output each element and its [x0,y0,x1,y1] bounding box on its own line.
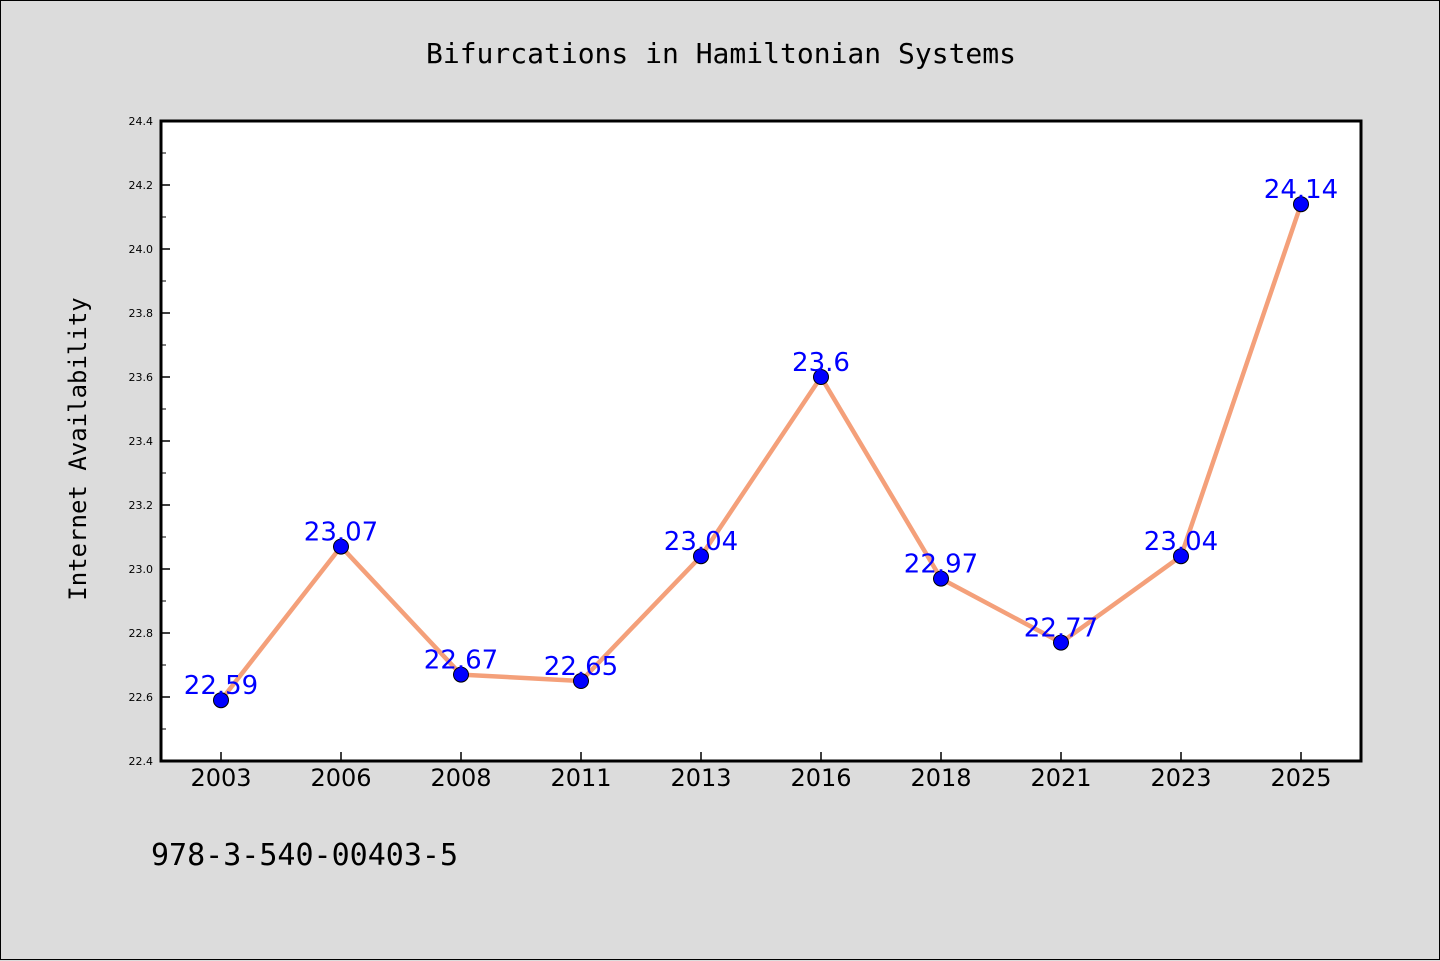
data-label: 22.97 [904,550,978,580]
x-tick-label: 2011 [550,764,611,792]
data-label-layer: 22.59 23.07 22.67 22.65 23.04 23.6 22.97 22.77 2… [184,175,1338,701]
plot-area [161,121,1361,761]
y-tick-label: 24.2 [129,179,154,192]
data-point [453,666,469,683]
y-tick-label: 23.0 [129,563,154,576]
x-axis-ticks: 2003 2006 2008 2011 2013 2016 2018 2021 2023 2025 [190,752,1332,792]
data-point [933,570,949,587]
data-point [573,673,589,689]
data-label: 22.77 [1024,614,1098,644]
x-tick-label: 2025 [1270,764,1331,792]
data-label: 22.67 [424,646,498,676]
series-line [218,201,1304,703]
data-label: 23.04 [1144,527,1218,557]
data-point [1173,548,1189,565]
data-point [333,538,349,555]
y-tick-label: 24.4 [129,115,154,128]
data-point [213,692,229,709]
x-tick-label: 2008 [430,764,491,792]
data-label: 23.6 [792,348,850,378]
x-tick-label: 2018 [910,764,971,792]
data-point [1053,634,1069,651]
y-tick-label: 23.2 [129,499,154,512]
y-tick-label: 24.0 [129,243,154,256]
x-tick-label: 2016 [790,764,851,792]
data-label: 23.07 [304,518,378,548]
x-tick-label: 2021 [1030,764,1091,792]
data-label: 24.14 [1264,175,1338,205]
x-tick-label: 2006 [310,764,371,792]
footnote-isbn: 978-3-540-00403-5 [151,838,458,873]
x-tick-label: 2003 [190,764,251,792]
data-point [693,548,709,565]
chart-title: Bifurcations in Hamiltonian Systems [426,37,1016,70]
x-tick-label: 2023 [1150,764,1211,792]
data-label: 22.59 [184,671,258,701]
data-point [1293,196,1309,213]
y-tick-label: 23.4 [129,435,154,448]
y-axis-ticks: 22.4 22.6 22.8 23.0 23.2 23.4 23.6 23.8 24.0 24.2… [129,115,170,768]
y-axis-label: Internet Availability [64,297,92,600]
y-tick-label: 22.6 [129,691,154,704]
y-tick-label: 22.8 [129,627,154,640]
y-tick-label: 23.6 [129,371,154,384]
x-tick-label: 2013 [670,764,731,792]
data-label: 23.04 [664,527,738,557]
data-point [813,369,829,385]
y-tick-label: 22.4 [129,755,154,768]
plot-border [159,119,1363,763]
series-layer [213,196,1309,709]
y-tick-label: 23.8 [129,307,154,320]
data-label: 22.65 [544,652,618,682]
